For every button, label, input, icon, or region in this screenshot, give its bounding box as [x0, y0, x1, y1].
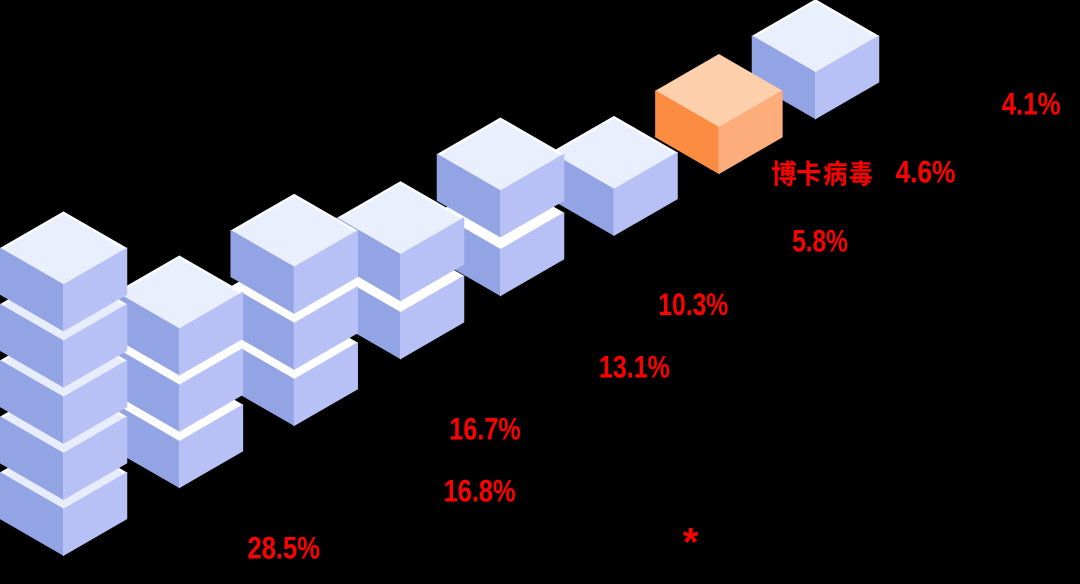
svg-text:10.3%: 10.3%	[658, 286, 728, 322]
svg-text:16.7%: 16.7%	[449, 410, 520, 446]
svg-text:28.5%: 28.5%	[248, 530, 321, 566]
svg-text:13.1%: 13.1%	[599, 349, 670, 385]
svg-text:5.8%: 5.8%	[792, 222, 848, 258]
svg-text:16.8%: 16.8%	[444, 473, 516, 509]
svg-text:4.1%: 4.1%	[1002, 86, 1061, 122]
svg-text:*: *	[683, 521, 699, 565]
svg-text:4.6%: 4.6%	[896, 153, 956, 189]
